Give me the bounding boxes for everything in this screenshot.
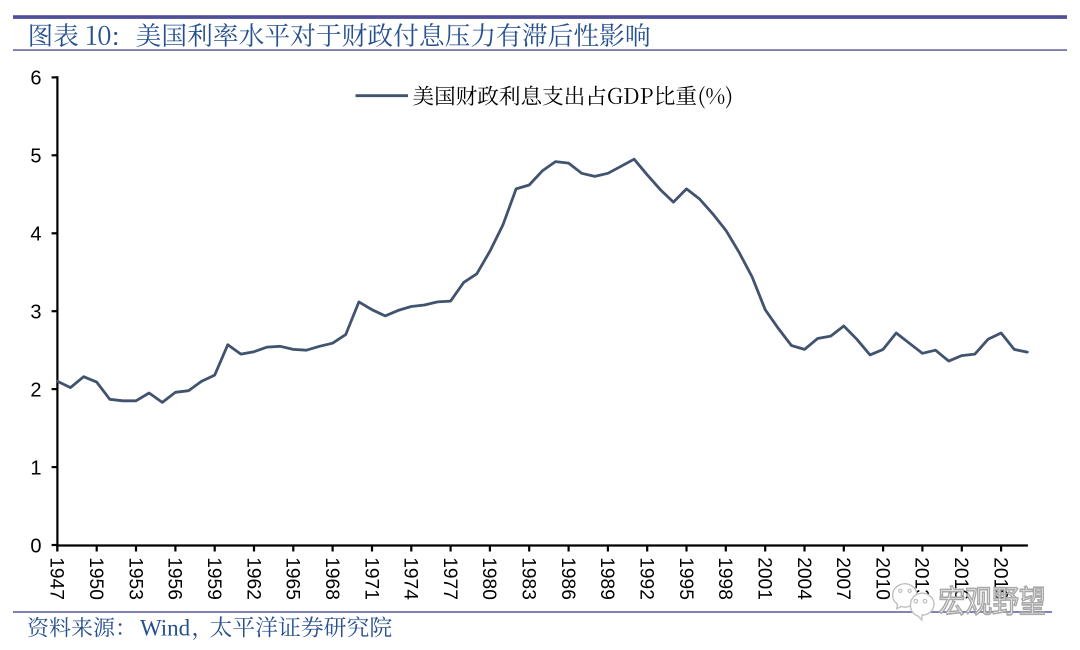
svg-text:1995: 1995 <box>675 557 696 600</box>
svg-text:1983: 1983 <box>518 557 539 600</box>
svg-text:1947: 1947 <box>46 557 67 600</box>
svg-text:1992: 1992 <box>636 557 657 600</box>
svg-text:1971: 1971 <box>360 557 381 600</box>
svg-text:1977: 1977 <box>439 557 460 600</box>
svg-text:1974: 1974 <box>400 557 421 600</box>
svg-text:1965: 1965 <box>282 557 303 600</box>
svg-text:1950: 1950 <box>85 557 106 600</box>
svg-text:1959: 1959 <box>203 557 224 600</box>
svg-text:1962: 1962 <box>242 557 263 600</box>
svg-text:1989: 1989 <box>596 557 617 600</box>
svg-text:1956: 1956 <box>164 557 185 600</box>
svg-text:1953: 1953 <box>124 557 145 600</box>
svg-text:6: 6 <box>30 68 41 90</box>
svg-text:Wind: Wind <box>140 616 191 641</box>
svg-text:1986: 1986 <box>557 557 578 600</box>
svg-text:1968: 1968 <box>321 557 342 600</box>
svg-text:4: 4 <box>30 224 41 246</box>
svg-text:0: 0 <box>30 535 41 557</box>
svg-text:2001: 2001 <box>754 557 775 600</box>
svg-text:3: 3 <box>30 302 41 324</box>
svg-text:1998: 1998 <box>714 557 735 600</box>
svg-text:1: 1 <box>30 457 41 479</box>
svg-text:2: 2 <box>30 379 41 401</box>
svg-text:5: 5 <box>30 146 41 168</box>
svg-text:2007: 2007 <box>832 557 853 600</box>
svg-text:1980: 1980 <box>478 557 499 600</box>
svg-text:2004: 2004 <box>793 557 814 600</box>
svg-text:2010: 2010 <box>871 557 892 600</box>
